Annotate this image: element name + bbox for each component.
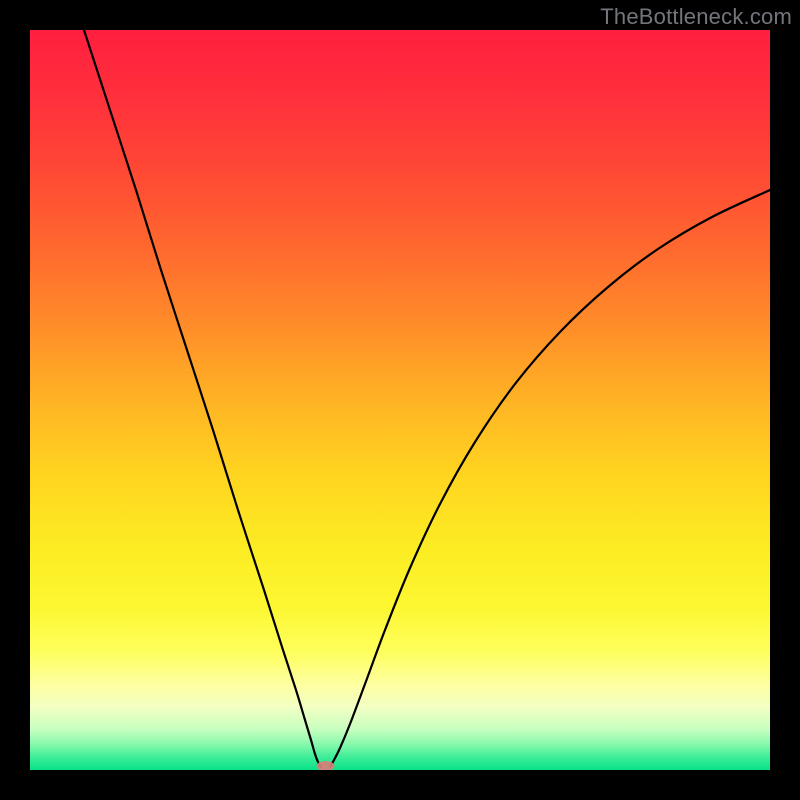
gradient-background — [30, 30, 770, 770]
chart-frame: TheBottleneck.com — [0, 0, 800, 800]
watermark-label: TheBottleneck.com — [600, 4, 792, 30]
bottleneck-curve-chart — [30, 30, 770, 770]
plot-area — [30, 30, 770, 770]
